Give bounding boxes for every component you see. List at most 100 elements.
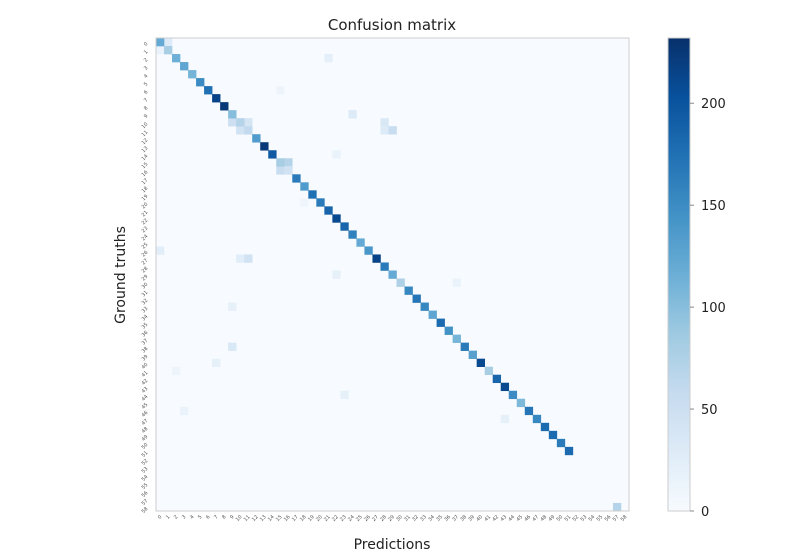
x-tick-label: 13 [259, 514, 268, 523]
y-tick-label: 30 [141, 282, 150, 291]
matrix-cell-offdiag [236, 126, 245, 135]
matrix-cell-diagonal [316, 198, 325, 207]
matrix-cell-offdiag [244, 118, 253, 127]
x-tick-label: 31 [403, 514, 412, 523]
matrix-cell-diagonal [532, 414, 542, 424]
matrix-cell-offdiag [156, 46, 165, 55]
y-tick-label: 19 [141, 194, 150, 203]
y-tick-label: 0 [143, 41, 149, 47]
matrix-cell-diagonal [556, 438, 566, 448]
heatmap-grid [156, 38, 629, 512]
y-tick-label: 51 [141, 450, 150, 459]
x-tick-label: 47 [531, 514, 540, 523]
matrix-cell-offdiag [612, 502, 622, 512]
x-tick-label: 41 [483, 514, 492, 523]
colorbar-tick-labels: 0 50 100 150 200 [690, 97, 726, 520]
y-tick-label: 50 [141, 442, 150, 451]
x-tick-label: 58 [620, 514, 629, 523]
x-tick-label: 43 [499, 514, 508, 523]
x-tick-label: 30 [395, 514, 404, 523]
matrix-cell-diagonal [380, 262, 389, 271]
x-tick-label: 3 [181, 514, 187, 520]
x-tick-label: 39 [467, 514, 476, 523]
matrix-cell-offdiag [212, 358, 221, 367]
matrix-cell-offdiag [380, 126, 389, 135]
y-tick-label: 53 [141, 466, 150, 475]
x-tick-label: 51 [564, 514, 573, 523]
x-tick-label: 15 [275, 514, 284, 523]
matrix-cell-offdiag [164, 38, 173, 47]
matrix-cell-diagonal [180, 62, 189, 71]
x-tick-label: 56 [604, 514, 613, 523]
x-tick-label: 52 [572, 514, 581, 523]
x-tick-label: 55 [596, 514, 605, 523]
matrix-cell-diagonal [444, 326, 453, 335]
matrix-cell-diagonal [564, 446, 574, 456]
matrix-cell-offdiag [276, 166, 285, 175]
matrix-cell-diagonal [324, 206, 333, 215]
chart-title: Confusion matrix [328, 16, 456, 34]
x-tick-label: 42 [491, 514, 500, 523]
x-tick-label: 23 [339, 514, 348, 523]
y-axis-label: Ground truths [113, 226, 129, 324]
x-tick-label: 19 [307, 514, 316, 523]
matrix-cell-diagonal [252, 134, 261, 143]
x-tick-label: 34 [427, 514, 436, 523]
y-tick-label: 37 [141, 338, 150, 347]
matrix-cell-diagonal [548, 430, 558, 440]
matrix-cell-diagonal [236, 118, 245, 127]
x-tick-label: 24 [347, 514, 356, 523]
matrix-cell-diagonal [396, 278, 405, 287]
colorbar-tick-label: 200 [701, 97, 726, 112]
y-tick-label: 38 [141, 346, 150, 355]
x-tick-label: 2 [173, 514, 179, 520]
y-tick-labels: 0123456789101112131415161718192021222324… [141, 41, 150, 515]
matrix-cell-offdiag [228, 118, 237, 127]
x-tick-label: 53 [580, 514, 589, 523]
x-tick-label: 32 [411, 514, 420, 523]
x-tick-label: 18 [299, 514, 308, 523]
x-tick-label: 4 [189, 514, 195, 520]
y-tick-label: 47 [141, 418, 150, 427]
y-tick-label: 46 [141, 410, 150, 419]
y-tick-label: 44 [141, 394, 150, 403]
x-tick-label: 22 [331, 514, 340, 523]
y-tick-label: 1 [143, 49, 149, 55]
y-tick-label: 48 [141, 426, 150, 435]
y-tick-label: 12 [141, 137, 150, 146]
matrix-cell-diagonal [348, 230, 357, 239]
y-tick-label: 21 [141, 210, 150, 219]
x-tick-label: 12 [251, 514, 260, 523]
y-tick-label: 39 [141, 354, 150, 363]
y-tick-label: 28 [141, 266, 150, 275]
matrix-cell-offdiag [332, 150, 341, 159]
x-tick-label: 5 [197, 514, 203, 520]
y-tick-label: 58 [141, 506, 150, 515]
y-tick-label: 8 [143, 105, 149, 111]
matrix-cell-offdiag [332, 270, 341, 279]
matrix-cell-diagonal [364, 246, 373, 255]
x-tick-label: 1 [165, 514, 171, 520]
y-tick-label: 3 [143, 65, 149, 71]
y-tick-label: 17 [141, 177, 150, 186]
matrix-cell-diagonal [356, 238, 365, 247]
matrix-cell-offdiag [324, 54, 333, 63]
matrix-cell-offdiag [228, 302, 237, 311]
matrix-cell-diagonal [228, 110, 237, 119]
x-tick-label: 28 [379, 514, 388, 523]
y-tick-label: 52 [141, 458, 150, 467]
x-tick-label: 46 [523, 514, 532, 523]
x-tick-label: 37 [451, 514, 460, 523]
x-tick-label: 49 [548, 514, 557, 523]
y-tick-label: 13 [141, 145, 150, 154]
matrix-cell-diagonal [500, 382, 510, 392]
matrix-cell-diagonal [292, 174, 301, 183]
y-tick-label: 45 [141, 402, 150, 411]
colorbar-tick-label: 100 [701, 301, 726, 316]
x-tick-label: 14 [267, 514, 276, 523]
x-tick-label: 27 [371, 514, 380, 523]
y-tick-label: 27 [141, 258, 150, 267]
x-tick-labels: 0 1 2 3 4 5 6 7 8 9 10 11 12 13 14 15 16 17 18 19 20 21 22 23 24… [157, 514, 628, 523]
matrix-cell-diagonal [188, 70, 197, 79]
matrix-cell-diagonal [196, 78, 205, 87]
